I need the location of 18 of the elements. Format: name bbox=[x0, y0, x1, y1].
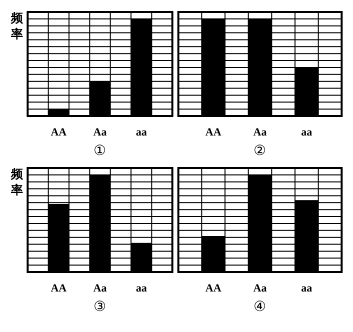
x-tick-label: aa bbox=[136, 126, 148, 138]
x-tick-label: AA bbox=[205, 126, 222, 138]
x-tick-label: Aa bbox=[93, 282, 108, 294]
text: ① bbox=[94, 143, 106, 160]
x-tick-label: AA bbox=[50, 126, 67, 138]
y-axis-title: 频率 bbox=[10, 167, 24, 198]
x-tick-label: AA bbox=[50, 282, 67, 294]
text: ④ bbox=[254, 299, 266, 316]
text: ② bbox=[254, 143, 266, 160]
x-tick-label: Aa bbox=[253, 126, 268, 138]
x-tick-label: Aa bbox=[253, 282, 268, 294]
y-axis-title: 频率 bbox=[10, 11, 24, 42]
x-tick-label: Aa bbox=[93, 126, 108, 138]
x-tick-label: AA bbox=[205, 282, 222, 294]
x-tick-label: aa bbox=[136, 282, 148, 294]
text: ③ bbox=[94, 299, 106, 316]
x-tick-label: aa bbox=[301, 282, 313, 294]
x-tick-label: aa bbox=[301, 126, 313, 138]
